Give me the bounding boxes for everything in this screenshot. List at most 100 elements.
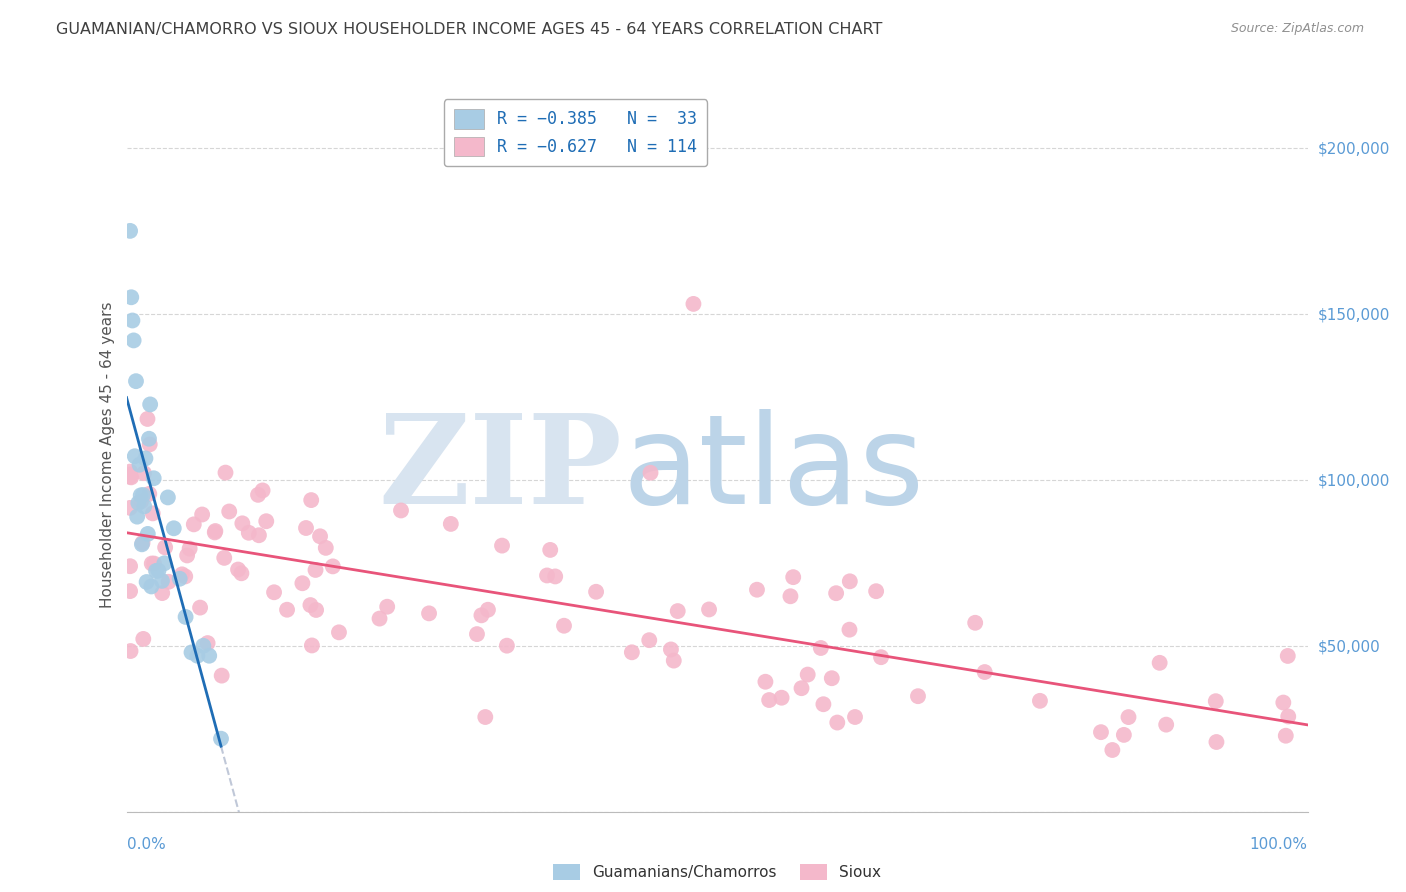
Point [796,667,818,681]
Point [157,574,180,589]
Point [304,563,326,577]
Point [132,466,155,480]
Point [697,602,720,616]
Point [389,503,412,517]
Text: GUAMANIAN/CHAMORRO VS SIOUX HOUSEHOLDER INCOME AGES 45 - 64 YEARS CORRELATION CH: GUAMANIAN/CHAMORRO VS SIOUX HOUSEHOLDER … [56,22,883,37]
Point [153,557,176,571]
Point [682,297,704,311]
Point [965,615,987,630]
Point [120,500,142,515]
Point [907,689,929,703]
Point [169,572,191,586]
Point [131,536,153,550]
Point [121,313,143,327]
Point [368,611,391,625]
Point [553,618,575,632]
Point [973,665,995,679]
Point [191,508,214,522]
Point [142,471,165,485]
Point [754,674,776,689]
Point [1101,743,1123,757]
Point [1277,648,1299,663]
Point [254,514,277,528]
Point [197,636,219,650]
Point [124,449,146,463]
Point [150,586,173,600]
Point [322,559,344,574]
Point [810,640,832,655]
Point [1154,717,1177,731]
Point [136,527,159,541]
Point [662,654,685,668]
Point [295,521,318,535]
Point [174,569,197,583]
Point [170,567,193,582]
Point [838,574,860,589]
Point [1118,710,1140,724]
Point [825,586,848,600]
Point [150,574,173,588]
Y-axis label: Householder Income Ages 45 - 64 years: Householder Income Ages 45 - 64 years [100,301,115,608]
Point [844,710,866,724]
Point [496,639,519,653]
Point [238,525,260,540]
Point [305,603,328,617]
Point [470,608,492,623]
Point [291,576,314,591]
Point [204,525,226,540]
Point [813,697,835,711]
Point [125,374,148,388]
Point [758,693,780,707]
Text: atlas: atlas [623,409,925,530]
Point [474,710,496,724]
Point [120,644,142,658]
Point [132,632,155,646]
Text: 100.0%: 100.0% [1250,837,1308,852]
Point [790,681,813,696]
Point [129,488,152,502]
Point [143,557,166,571]
Point [209,731,232,746]
Point [153,541,176,555]
Point [132,488,155,502]
Point [211,668,233,682]
Text: Source: ZipAtlas.com: Source: ZipAtlas.com [1230,22,1364,36]
Point [263,585,285,599]
Point [163,521,186,535]
Point [186,648,208,663]
Point [375,599,398,614]
Point [252,483,274,498]
Point [138,487,160,501]
Point [315,541,337,555]
Point [1112,728,1135,742]
Point [491,539,513,553]
Point [214,466,236,480]
Point [247,488,270,502]
Point [538,543,561,558]
Point [204,524,226,538]
Point [145,564,167,578]
Point [821,671,844,685]
Point [120,469,142,483]
Point [231,516,253,531]
Point [120,224,142,238]
Point [666,604,689,618]
Point [299,598,322,612]
Point [1205,694,1227,708]
Point [134,500,156,514]
Point [328,625,350,640]
Point [1205,735,1227,749]
Text: ZIP: ZIP [378,409,623,530]
Point [136,412,159,426]
Point [134,451,156,466]
Point [544,569,567,583]
Point [142,507,165,521]
Point [179,541,201,556]
Point [865,584,887,599]
Point [1029,694,1052,708]
Point [770,690,793,705]
Point [1277,709,1299,723]
Point [1272,696,1295,710]
Point [640,466,662,480]
Point [1149,656,1171,670]
